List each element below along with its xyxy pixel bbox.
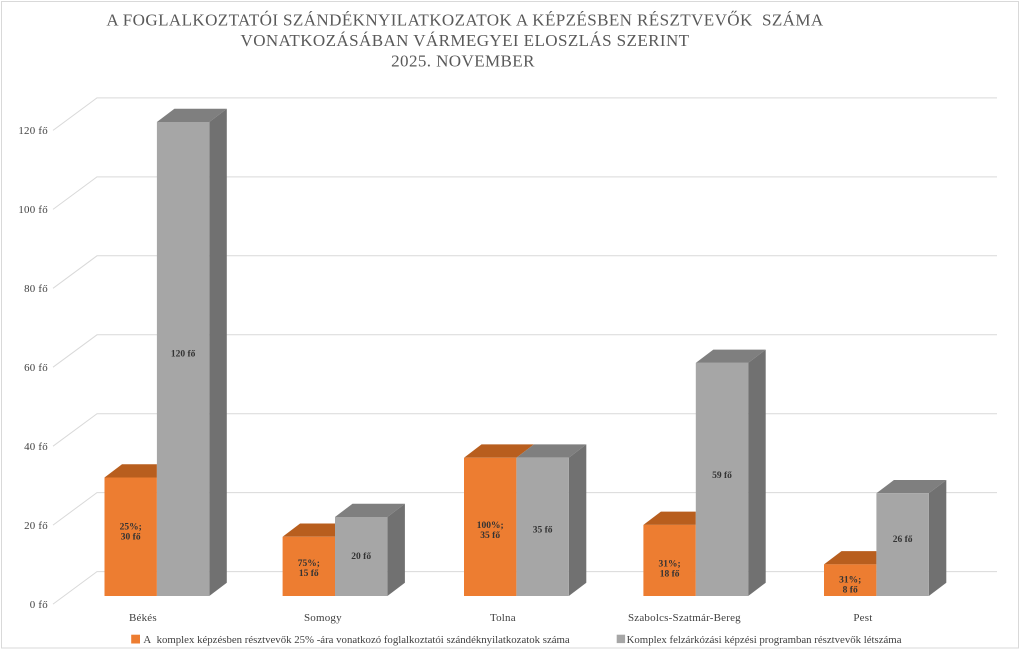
svg-text:Békés: Békés: [129, 612, 157, 624]
svg-text:100%;: 100%;: [477, 521, 504, 531]
svg-text:31%;: 31%;: [839, 575, 861, 585]
svg-text:30 fő: 30 fő: [121, 533, 141, 543]
svg-text:25%;: 25%;: [120, 523, 142, 533]
svg-text:Somogy: Somogy: [304, 612, 342, 624]
svg-text:VONATKOZÁSÁBAN VÁRMEGYEI ELOSZ: VONATKOZÁSÁBAN VÁRMEGYEI ELOSZLÁS SZERIN…: [241, 31, 690, 50]
svg-text:20 fő: 20 fő: [351, 552, 371, 562]
svg-text:8 fő: 8 fő: [843, 585, 858, 595]
svg-text:18 fő: 18 fő: [660, 570, 680, 580]
svg-text:15 fő: 15 fő: [299, 569, 319, 579]
svg-text:26 fő: 26 fő: [893, 535, 913, 545]
svg-text:2025. NOVEMBER: 2025. NOVEMBER: [391, 51, 535, 70]
svg-text:0 fő: 0 fő: [30, 599, 49, 611]
svg-text:31%;: 31%;: [659, 560, 681, 570]
svg-text:Pest: Pest: [853, 612, 872, 624]
svg-text:120 fő: 120 fő: [171, 350, 196, 360]
svg-text:20 fő: 20 fő: [24, 520, 48, 532]
svg-text:Tolna: Tolna: [490, 612, 516, 624]
svg-text:35 fő: 35 fő: [533, 526, 553, 536]
svg-text:Komplex felzárkózási képzési p: Komplex felzárkózási képzési programban …: [627, 634, 902, 646]
svg-text:120 fő: 120 fő: [18, 125, 48, 137]
svg-text:80 fő: 80 fő: [24, 283, 48, 295]
svg-text:40 fő: 40 fő: [24, 441, 48, 453]
svg-text:60 fő: 60 fő: [24, 362, 48, 374]
svg-text:Szabolcs-Szatmár-Bereg: Szabolcs-Szatmár-Bereg: [628, 612, 741, 624]
svg-text:35 fő: 35 fő: [480, 531, 500, 541]
svg-text:100 fő: 100 fő: [18, 204, 48, 216]
svg-text:A komplex képzésben résztvevő: A komplex képzésben résztvevők 25% -ára …: [143, 634, 570, 646]
svg-text:75%;: 75%;: [298, 559, 320, 569]
svg-text:59 fő: 59 fő: [712, 471, 732, 481]
svg-text:A FOGLALKOZTATÓI SZÁNDÉKNYILAT: A FOGLALKOZTATÓI SZÁNDÉKNYILATKOZATOK A …: [106, 11, 824, 30]
